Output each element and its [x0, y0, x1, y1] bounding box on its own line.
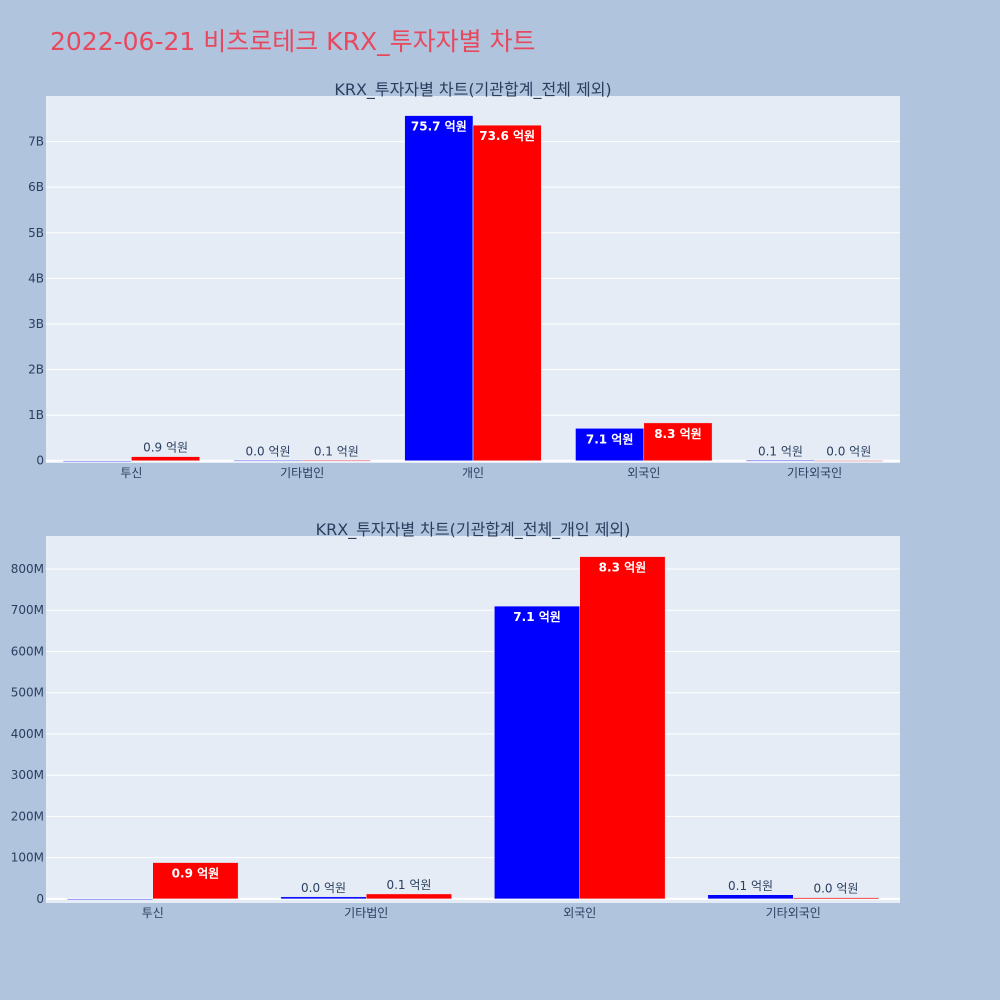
y-tick-label: 0	[36, 892, 44, 906]
x-tick-label: 개인	[462, 466, 484, 480]
bar-value-label: 7.1 억원	[513, 610, 561, 624]
bar	[366, 893, 452, 900]
x-tick-label: 기타외국인	[787, 466, 842, 480]
y-tick-label: 6B	[28, 180, 44, 194]
y-tick-label: 0	[36, 454, 44, 468]
y-tick-label: 700M	[11, 603, 44, 617]
bar	[814, 460, 884, 462]
page-title: 2022-06-21 비츠로테크 KRX_투자자별 차트	[50, 27, 536, 56]
bar-value-label: 0.1 억원	[386, 878, 431, 892]
bar	[301, 460, 371, 462]
y-tick-label: 4B	[28, 271, 44, 285]
bar	[494, 605, 581, 900]
bar	[746, 460, 815, 462]
chart-subtitle: KRX_투자자별 차트(기관합계_전체_개인 제외)	[316, 520, 631, 540]
y-tick-label: 1B	[28, 408, 44, 422]
bar-value-label: 0.1 억원	[758, 444, 803, 458]
x-tick-label: 외국인	[627, 466, 660, 480]
x-tick-label: 외국인	[563, 906, 596, 920]
y-tick-label: 600M	[11, 644, 44, 658]
y-tick-label: 800M	[11, 562, 44, 576]
y-tick-label: 300M	[11, 768, 44, 782]
bar	[280, 896, 367, 900]
chart-subtitle: KRX_투자자별 차트(기관합계_전체 제외)	[334, 80, 611, 100]
bar-value-label: 0.9 억원	[172, 867, 220, 881]
bar-value-label: 73.6 억원	[479, 129, 535, 143]
y-tick-label: 2B	[28, 363, 44, 377]
bar-value-label: 8.3 억원	[599, 561, 647, 575]
bar-value-label: 0.9 억원	[143, 441, 188, 455]
bar-value-label: 8.3 억원	[654, 427, 702, 441]
y-tick-label: 5B	[28, 226, 44, 240]
bar	[404, 115, 474, 461]
bar-value-label: 0.0 억원	[813, 882, 858, 896]
bar-value-label: 7.1 억원	[586, 432, 634, 446]
bar-value-label: 75.7 억원	[411, 120, 467, 134]
y-tick-label: 500M	[11, 686, 44, 700]
bar-value-label: 0.1 억원	[728, 879, 773, 893]
y-tick-label: 3B	[28, 317, 44, 331]
x-tick-label: 투신	[142, 906, 164, 920]
x-tick-label: 기타외국인	[766, 906, 821, 920]
bar	[793, 897, 879, 900]
bar-value-label: 0.0 억원	[246, 444, 291, 458]
bar	[131, 456, 200, 461]
bar-value-label: 0.1 억원	[314, 444, 359, 458]
bar	[152, 862, 239, 900]
bar	[62, 460, 132, 462]
bar	[579, 556, 666, 900]
x-tick-label: 기타법인	[280, 466, 324, 480]
y-tick-label: 200M	[11, 809, 44, 823]
bar	[233, 460, 303, 462]
x-tick-label: 투신	[120, 466, 142, 480]
bar	[67, 898, 153, 900]
y-tick-label: 100M	[11, 851, 44, 865]
x-tick-label: 기타법인	[344, 906, 388, 920]
bar-value-label: 0.0 억원	[301, 881, 346, 895]
plot-area-2	[46, 536, 900, 903]
bar-value-label: 0.0 억원	[826, 445, 871, 459]
bar	[472, 124, 542, 461]
bar	[707, 894, 794, 900]
bar	[643, 422, 713, 461]
y-tick-label: 400M	[11, 727, 44, 741]
y-tick-label: 7B	[28, 135, 44, 149]
